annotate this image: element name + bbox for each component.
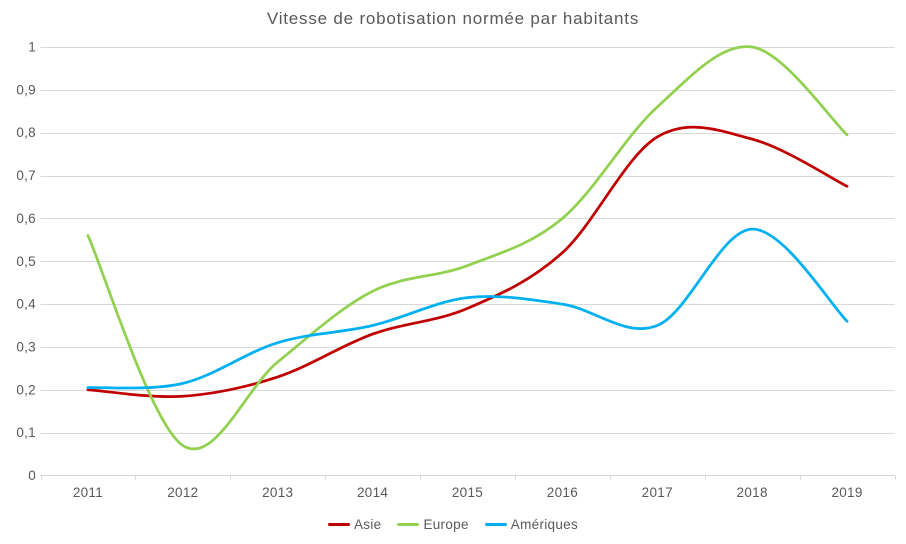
y-tick-label: 0,8 [16, 125, 36, 140]
line-chart-plot: 0 0,1 0,2 0,3 0,4 0,5 0,6 0,7 0,8 0,9 1 2011 2012 201… [16, 40, 896, 500]
x-tick-label: 2016 [547, 485, 578, 500]
x-tick-label: 2019 [831, 485, 862, 500]
x-tick-label: 2017 [642, 485, 673, 500]
y-tick-label: 0,3 [16, 339, 36, 354]
y-tick-label: 0,6 [16, 211, 36, 226]
x-tick-label: 2013 [262, 485, 293, 500]
y-tick-label: 0,4 [16, 297, 36, 312]
x-tick-label: 2011 [73, 485, 103, 500]
y-tick-label: 0,5 [16, 254, 36, 269]
legend-label: Europe [423, 516, 469, 532]
series-line-ameriques [86, 227, 849, 390]
y-tick-label: 0 [28, 468, 36, 483]
x-tick-label: 2015 [452, 485, 483, 500]
legend-label: Amériques [510, 516, 579, 532]
x-tick-label: 2018 [737, 485, 768, 500]
series-line-asie [86, 125, 849, 398]
legend-item-europe: Europe [397, 517, 468, 532]
chart-title: Vitesse de robotisation normée par habit… [266, 9, 640, 28]
y-tick-label: 1 [28, 40, 36, 55]
x-tick-label: 2014 [357, 485, 388, 500]
legend-marker-asie [327, 522, 350, 526]
y-tick-label: 0,1 [16, 425, 36, 440]
x-tick-label: 2012 [167, 485, 198, 500]
y-tick-label: 0,7 [16, 168, 36, 183]
legend-marker-ameriques [484, 522, 507, 526]
series-line-europe [86, 45, 849, 451]
chart-legend: Asie Europe Amériques [0, 509, 906, 539]
legend-label: Asie [353, 516, 382, 532]
legend-item-ameriques: Amériques [484, 516, 579, 532]
legend-item-asie: Asie [327, 516, 382, 532]
y-tick-label: 0,2 [16, 382, 36, 397]
y-tick-label: 0,9 [16, 82, 36, 97]
legend-marker-europe [397, 522, 420, 526]
